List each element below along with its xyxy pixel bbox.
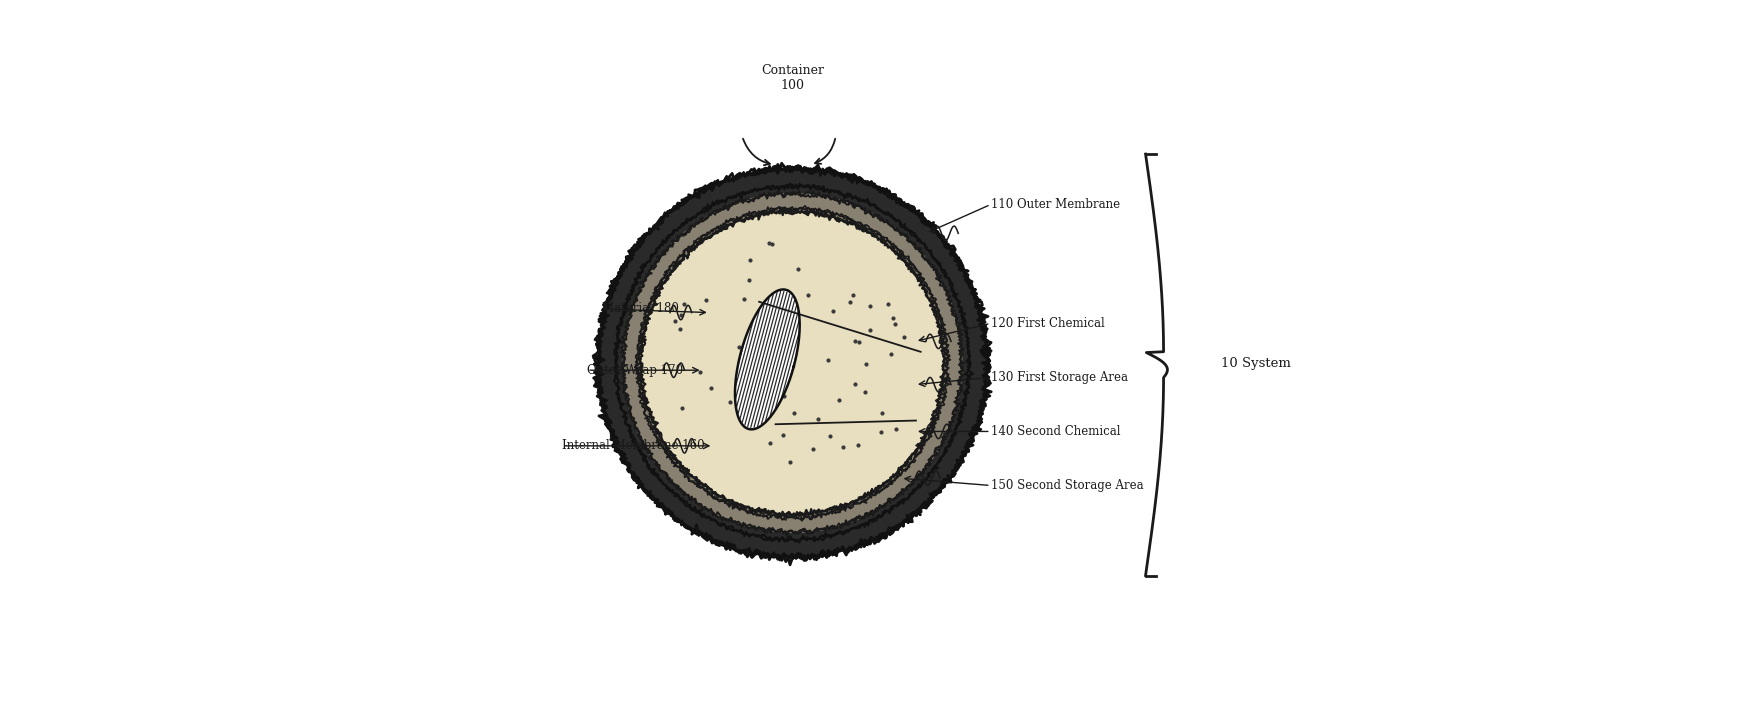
Text: 140 Second Chemical: 140 Second Chemical bbox=[991, 425, 1119, 438]
Text: Outer Wrap 170: Outer Wrap 170 bbox=[587, 364, 683, 377]
Text: Internal Membrane 160: Internal Membrane 160 bbox=[562, 439, 705, 452]
Text: 10 System: 10 System bbox=[1221, 356, 1290, 370]
Text: Material 180: Material 180 bbox=[601, 303, 678, 316]
Text: 120 First Chemical: 120 First Chemical bbox=[991, 317, 1103, 330]
Text: 150 Second Storage Area: 150 Second Storage Area bbox=[991, 479, 1142, 492]
Polygon shape bbox=[624, 194, 961, 532]
Polygon shape bbox=[641, 212, 944, 514]
Text: 110 Outer Membrane: 110 Outer Membrane bbox=[991, 198, 1119, 211]
Polygon shape bbox=[597, 168, 986, 558]
Polygon shape bbox=[734, 290, 799, 429]
Text: Container
100: Container 100 bbox=[761, 65, 824, 92]
Text: 130 First Storage Area: 130 First Storage Area bbox=[991, 371, 1126, 384]
